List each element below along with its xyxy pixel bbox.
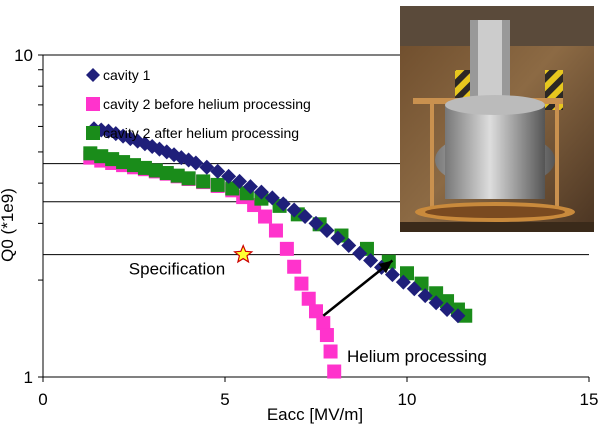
data-point (301, 291, 316, 306)
data-point (268, 223, 283, 238)
data-point (286, 202, 302, 218)
data-point (417, 288, 433, 304)
data-point (159, 166, 174, 181)
data-point (395, 274, 411, 290)
x-tick-label: 5 (220, 390, 229, 409)
specification-star-icon (233, 244, 254, 264)
data-point (429, 286, 444, 301)
data-point (275, 196, 291, 212)
x-tick-label: 10 (398, 390, 417, 409)
data-point (242, 179, 258, 195)
data-point (316, 316, 331, 331)
data-point (319, 328, 334, 343)
specification-label: Specification (129, 260, 225, 279)
x-axis-label: Eacc [MV/m] (267, 405, 363, 424)
data-point (309, 304, 323, 319)
data-point (127, 158, 141, 173)
data-point (327, 364, 342, 379)
data-point (279, 241, 294, 256)
data-point (232, 173, 248, 189)
data-point (352, 245, 368, 261)
y-tick-label: 10 (14, 46, 33, 65)
tick-labels: 0 5 10 15 1 10 (14, 46, 598, 409)
helium-processing-label: Helium processing (347, 347, 487, 366)
y-tick-label: 1 (24, 368, 33, 387)
legend-label: cavity 2 before helium processing (103, 96, 311, 112)
data-point (148, 163, 163, 178)
data-point (253, 184, 269, 200)
x-tick-label: 15 (580, 390, 599, 409)
y-axis-label: Q0 (*1e9) (0, 188, 17, 262)
x-tick-label: 0 (38, 390, 47, 409)
data-point (94, 149, 109, 164)
series-2 (83, 146, 473, 323)
data-point (439, 302, 455, 318)
data-point (308, 215, 324, 231)
data-point (440, 294, 455, 309)
data-point (137, 160, 152, 175)
data-point (210, 177, 225, 192)
legend-label: cavity 2 after helium processing (103, 125, 299, 141)
axes (38, 54, 590, 382)
data-point (188, 155, 204, 171)
data-point (294, 276, 309, 291)
legend-marker (86, 97, 100, 111)
data-point (319, 223, 335, 239)
data-point (181, 171, 196, 186)
data-point (297, 209, 313, 225)
data-point (116, 155, 131, 170)
data-point (323, 344, 338, 359)
data-point (384, 267, 400, 283)
data-point (196, 174, 211, 189)
data-point (287, 259, 302, 274)
arrow-head-icon (378, 260, 393, 274)
legend-marker (86, 68, 100, 82)
series-0 (86, 121, 466, 324)
data-point (199, 159, 215, 175)
data-point (330, 230, 346, 246)
helium-arrow-line (322, 259, 394, 317)
series-layer (83, 121, 473, 379)
legend-marker (86, 126, 100, 140)
data-point (258, 209, 273, 224)
data-point (210, 163, 226, 179)
cavity-photo-icon (400, 6, 594, 232)
data-point (170, 168, 185, 183)
data-point (450, 308, 466, 324)
data-point (363, 253, 379, 269)
data-point (221, 168, 237, 184)
data-point (105, 152, 120, 167)
data-point (341, 238, 357, 254)
legend: cavity 1 cavity 2 before helium processin… (86, 67, 311, 141)
data-point (428, 295, 444, 311)
data-point (264, 190, 280, 206)
data-point (406, 281, 422, 297)
legend-label: cavity 1 (103, 67, 151, 83)
annotations: Specification Helium processing (129, 244, 487, 366)
data-point (83, 146, 98, 161)
